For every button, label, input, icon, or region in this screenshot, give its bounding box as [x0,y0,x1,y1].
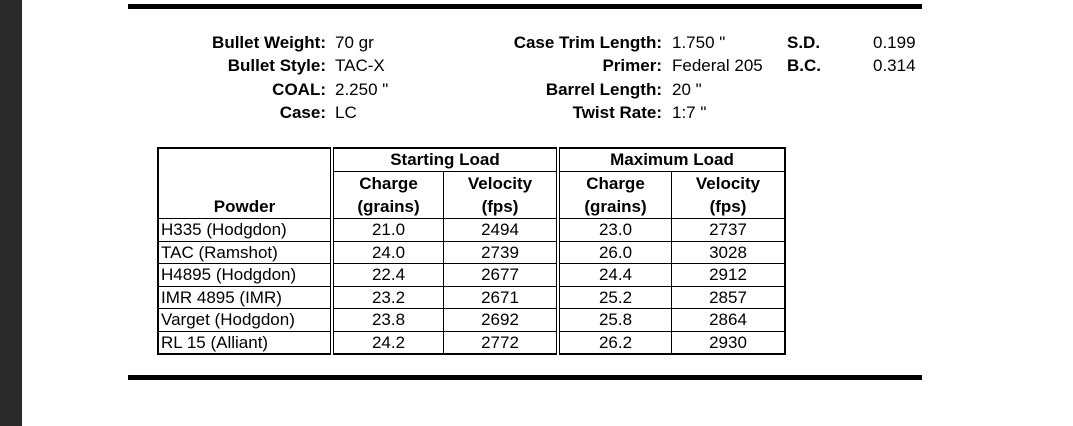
column-header: Velocity (fps) [671,171,786,219]
spec-value: Federal 205 [672,56,763,76]
column-header: Powder [157,147,334,219]
data-row: H335 (Hodgdon) 21.0 2494 23.0 2737 [157,218,786,242]
powder-cell: H4895 (Hodgdon) [157,263,334,287]
powder-cell: RL 15 (Alliant) [157,330,334,355]
side-bar [0,0,22,426]
data-row: IMR 4895 (IMR) 23.2 2671 25.2 2857 [157,285,786,309]
value-cell: 23.2 [331,285,444,309]
value-cell: 2912 [671,263,786,287]
value-cell: 2739 [443,240,560,264]
data-row: H4895 (Hodgdon) 22.4 2677 24.4 2912 [157,263,786,287]
spec-label: Case Trim Length: [513,33,662,52]
powder-cell: Varget (Hodgdon) [157,308,334,332]
value-cell: 23.0 [557,218,672,242]
powder-cell: H335 (Hodgdon) [157,218,334,242]
powder-cell: IMR 4895 (IMR) [157,285,334,309]
value-cell: 3028 [671,240,786,264]
spec-label: Primer: [602,56,662,76]
value-cell: 2857 [671,285,786,309]
top-rule [128,4,922,9]
group-header: Starting Load [331,147,560,172]
column-header: Charge (grains) [331,171,444,219]
value-cell: 24.0 [331,240,444,264]
spec-label: S.D. [787,33,821,52]
spec-value: 0.314 [873,56,916,76]
value-cell: 2671 [443,285,560,309]
value-cell: 2930 [671,330,786,355]
value-cell: 26.2 [557,330,672,355]
spec-label: COAL: [272,79,326,99]
value-cell: 2864 [671,308,786,332]
spec-label: Twist Rate: [572,102,662,122]
powder-cell: TAC (Ramshot) [157,240,334,264]
value-cell: 24.2 [331,330,444,355]
value-cell: 21.0 [331,218,444,242]
bottom-rule [128,375,922,380]
spec-label: Barrel Length: [545,79,662,99]
spec-value: 2.250 " [335,79,389,99]
data-row: RL 15 (Alliant) 24.2 2772 26.2 2930 [157,330,786,355]
value-cell: 23.8 [331,308,444,332]
value-cell: 2772 [443,330,560,355]
column-header: Charge (grains) [557,171,672,219]
spec-value: 1.750 " [672,33,726,52]
group-row: Powder Starting Load Maximum Load [157,147,786,219]
spec-value: 70 gr [335,33,374,52]
load-table: Powder Starting Load Maximum Load Charge (g… [157,147,786,355]
spec-value: 1:7 " [672,102,707,122]
spec-label: Bullet Style: [227,56,326,76]
spec-value: 20 " [672,79,702,99]
spec-value: TAC-X [335,56,385,76]
spec-label: Case: [279,102,326,122]
value-cell: 25.8 [557,308,672,332]
value-cell: 26.0 [557,240,672,264]
value-cell: 2692 [443,308,560,332]
value-cell: 22.4 [331,263,444,287]
column-header: Velocity (fps) [443,171,560,219]
column-row: Charge (grains) Velocity (fps) Charge (gra… [158,171,786,219]
spec-label: B.C. [787,56,821,76]
group-header: Maximum Load [557,147,786,172]
spec-label: Bullet Weight: [212,33,326,52]
data-row: TAC (Ramshot) 24.0 2739 26.0 3028 [157,240,786,264]
value-cell: 25.2 [557,285,672,309]
value-cell: 2494 [443,218,560,242]
value-cell: 2737 [671,218,786,242]
value-cell: 24.4 [557,263,672,287]
spec-value: 0.199 [873,33,916,52]
data-row: Varget (Hodgdon) 23.8 2692 25.8 2864 [157,308,786,332]
spec-value: LC [335,102,357,122]
value-cell: 2677 [443,263,560,287]
